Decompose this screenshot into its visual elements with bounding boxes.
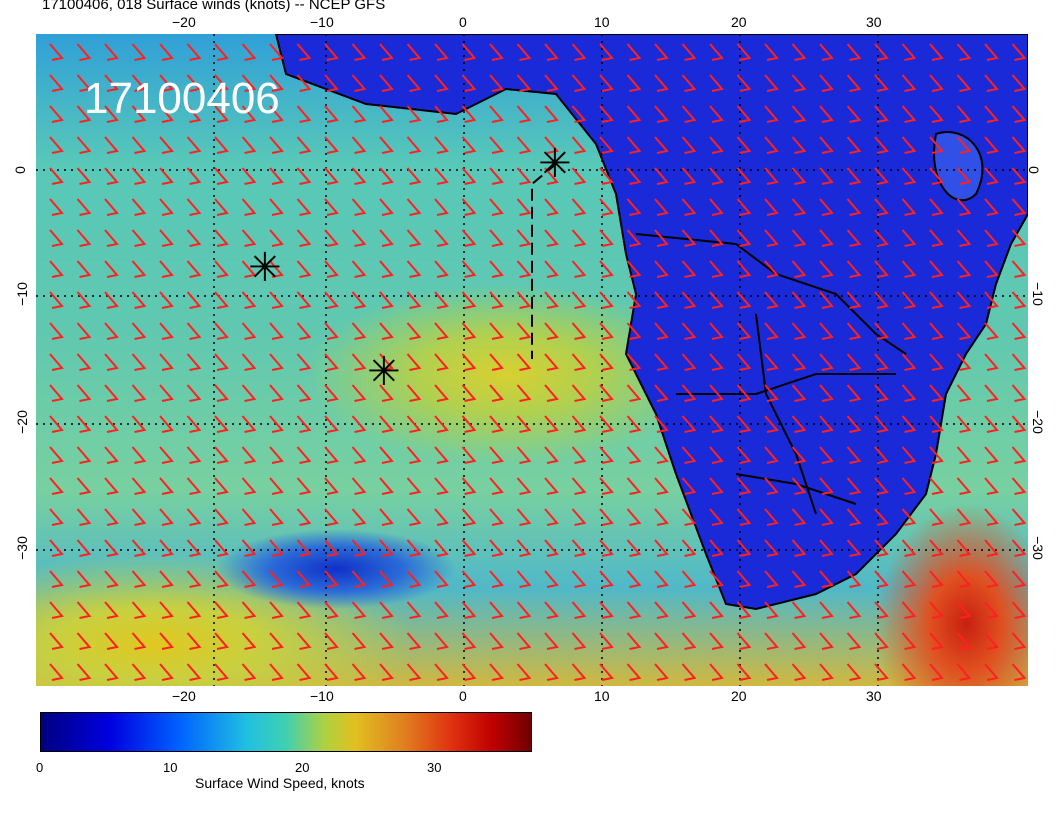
bottom-tick-label: 10 — [594, 688, 610, 704]
right-tick-label: 0 — [1025, 166, 1042, 174]
date-label: 17100406 — [84, 74, 280, 123]
colorbar — [40, 712, 532, 752]
storm-marker-1: ✳ — [248, 245, 282, 291]
left-tick-label: −20 — [13, 410, 30, 434]
left-tick-label: −10 — [13, 282, 30, 306]
storm-marker-3: ✳ — [538, 141, 572, 187]
top-tick-label: 20 — [731, 14, 747, 30]
top-tick-label: 10 — [594, 14, 610, 30]
wind-map: 17100406 ✳ ✳ ✳ — [36, 34, 1028, 686]
left-tick-label: −30 — [13, 536, 30, 560]
storm-marker-2: ✳ — [367, 349, 401, 395]
bottom-tick-label: −20 — [172, 688, 196, 704]
bottom-tick-label: 0 — [459, 688, 467, 704]
wind-barbs — [49, 43, 1027, 681]
colorbar-tick: 20 — [295, 760, 310, 775]
land-overlay — [36, 34, 1028, 686]
africa-land — [274, 34, 1028, 611]
bottom-tick-label: −10 — [310, 688, 334, 704]
colorbar-title: Surface Wind Speed, knots — [195, 775, 365, 791]
bottom-tick-label: 30 — [866, 688, 882, 704]
right-tick-label: −30 — [1029, 536, 1046, 560]
right-tick-label: −10 — [1029, 282, 1046, 306]
bottom-tick-label: 20 — [731, 688, 747, 704]
right-tick-label: −20 — [1029, 410, 1046, 434]
left-tick-label: 0 — [11, 166, 28, 174]
colorbar-tick: 0 — [36, 760, 44, 775]
top-tick-label: 0 — [459, 14, 467, 30]
top-tick-label: −10 — [310, 14, 334, 30]
colorbar-tick: 10 — [163, 760, 178, 775]
top-tick-label: 30 — [866, 14, 882, 30]
top-tick-label: −20 — [172, 14, 196, 30]
colorbar-tick: 30 — [427, 760, 442, 775]
map-title: 17100406, 018 Surface winds (knots) -- N… — [42, 0, 386, 13]
